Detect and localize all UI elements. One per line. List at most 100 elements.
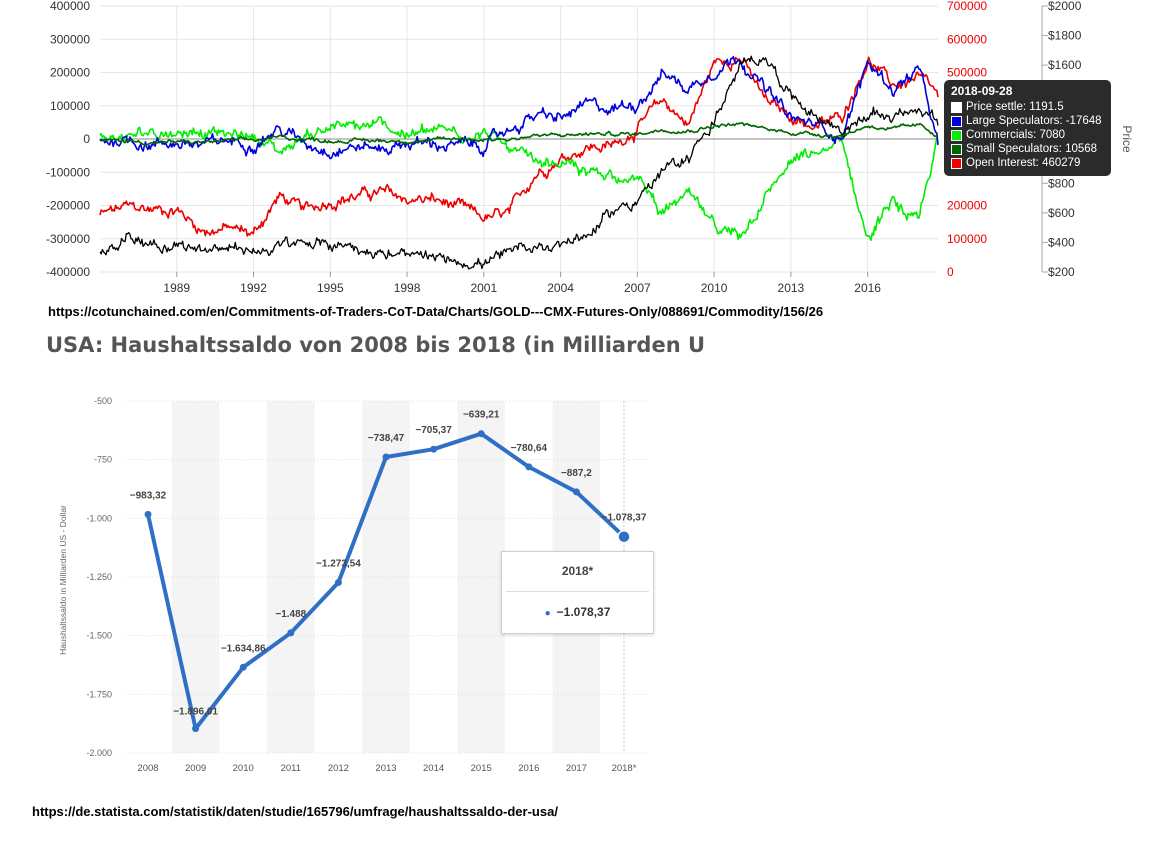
bud-value-label: −738,47 [368,433,405,444]
commercials-swatch [951,129,962,141]
cot-series-line [99,122,939,146]
cot-series [99,55,939,270]
cot-y-oi-tick: 100000 [947,232,987,246]
tooltip-open-interest: Open Interest: 460279 [966,157,1081,169]
bud-value-label: −1.488 [275,609,306,620]
bud-x-tick: 2018* [612,763,637,774]
cot-x-tick: 2013 [778,281,805,295]
small-spec-swatch [951,143,962,155]
cot-y-oi-tick: 500000 [947,66,987,80]
source-url-top[interactable]: https://cotunchained.com/en/Commitments-… [48,304,824,319]
open-interest-swatch [951,157,962,169]
bud-point [192,725,200,733]
cot-y-oi-tick: 600000 [947,32,987,46]
bud-value-label: −887,2 [561,468,592,479]
bud-x-tick: 2013 [375,763,396,774]
cot-y-left-tick: 100000 [50,99,90,113]
cot-price-tick: $800 [1048,176,1075,190]
cot-x-tick: 1989 [163,281,190,295]
bud-y-tick: -1.250 [86,572,112,582]
cot-series-line [99,116,939,241]
bud-point [617,529,631,544]
cot-price-tick: $2000 [1048,0,1082,13]
cot-tooltip: 2018-09-28 Price settle: 1191.5 Large Sp… [944,80,1111,176]
bud-point [287,629,295,637]
bud-point [382,453,390,461]
bud-y-tick: -750 [94,455,112,465]
cot-y-left-tick: 200000 [50,66,90,80]
bud-value-label: −983,32 [130,490,167,501]
cot-price-tick: $600 [1048,206,1075,220]
cot-x-tick: 2001 [470,281,497,295]
cot-x-tick: 2016 [854,281,881,295]
cot-series-line [99,55,939,270]
cot-price-tick: $1800 [1048,29,1082,43]
bud-value-label: −639,21 [463,410,500,421]
bud-labels: -500 -750 -1.000 -1.250 -1.500 -1.750 -2.000 20… [58,396,647,774]
cot-series-line [99,55,939,160]
bud-y-tick: -500 [94,396,112,406]
tooltip-row: Large Speculators: -17648 [951,114,1104,128]
bud-x-tick: 2016 [518,763,539,774]
cot-x-tick: 2004 [547,281,574,295]
bud-y-tick: -1.000 [86,513,112,523]
tooltip-divider [506,591,649,592]
tooltip-value-row: ● −1.078,37 [502,605,653,619]
bud-point [334,579,342,586]
bud-point [430,445,438,453]
bud-value-label: −1.896,01 [173,707,218,718]
source-url-bottom[interactable]: https://de.statista.com/statistik/daten/… [32,804,558,819]
tooltip-dot-icon: ● [544,608,551,619]
bud-x-tick: 2017 [566,763,587,774]
bud-value-label: −780,64 [511,443,548,454]
cot-series-line [99,56,939,237]
bud-x-tick: 2014 [423,763,444,774]
bud-value-label: −1.078,37 [602,513,647,524]
chart-title: USA: Haushaltssaldo von 2008 bis 2018 (i… [46,333,706,357]
large-spec-swatch [951,115,962,127]
bud-value-label: −1.273,54 [316,559,361,570]
cot-price-tick: $200 [1048,265,1075,279]
cot-price-tick: $400 [1048,235,1075,249]
price-swatch [951,101,962,113]
bud-point [144,510,152,518]
tooltip-row: Small Speculators: 10568 [951,142,1104,156]
tooltip-small-spec: Small Speculators: 10568 [966,143,1098,155]
cot-y-left-tick: -200000 [46,199,90,213]
bud-value-label: −705,37 [415,425,452,436]
tooltip-large-spec: Large Speculators: -17648 [966,115,1102,127]
cot-y-left-tick: 300000 [50,32,90,46]
cot-y-oi-tick: 0 [947,265,954,279]
cot-y-oi-tick: 200000 [947,199,987,213]
bud-point [239,663,247,671]
bud-point [477,430,485,438]
cot-x-tick: 1992 [240,281,267,295]
tooltip-year: 2018* [561,564,594,578]
bud-y-tick: -1.750 [86,689,112,699]
tooltip-row: Price settle: 1191.5 [951,100,1104,114]
cot-y-oi-tick: 700000 [947,0,987,13]
tooltip-price: Price settle: 1191.5 [966,101,1064,113]
bud-x-tick: 2009 [185,763,206,774]
cot-y-left-tick: -400000 [46,265,90,279]
bud-value-label: −1.634,86 [221,643,266,654]
tooltip-commercials: Commercials: 7080 [966,129,1066,141]
tooltip-date: 2018-09-28 [951,84,1013,98]
bud-x-tick: 2012 [328,763,349,774]
cot-price-tick: $1600 [1048,58,1082,72]
cot-y-left-tick: -300000 [46,232,90,246]
cot-y-left-tick: -100000 [46,165,90,179]
tooltip-value: −1.078,37 [556,605,611,619]
bud-point [572,488,580,496]
cot-x-tick: 1998 [394,281,421,295]
cot-x-tick: 2007 [624,281,651,295]
bud-y-tick: -1.500 [86,631,112,641]
cot-x-tick: 1995 [317,281,344,295]
bud-x-tick: 2011 [281,763,301,774]
cot-x-tick: 2010 [701,281,728,295]
bud-point [525,463,533,471]
cot-y-left-tick: 0 [83,132,90,146]
tooltip-row: Commercials: 7080 [951,128,1104,142]
bud-line [144,430,631,733]
bud-x-tick: 2010 [233,763,254,774]
